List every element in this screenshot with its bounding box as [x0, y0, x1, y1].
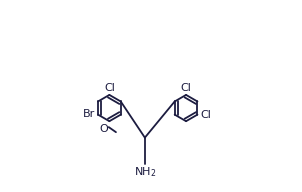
- Text: Br: Br: [83, 108, 95, 118]
- Text: Cl: Cl: [104, 83, 115, 93]
- Text: Cl: Cl: [200, 110, 211, 120]
- Text: Cl: Cl: [181, 83, 191, 93]
- Text: NH$_2$: NH$_2$: [133, 165, 156, 179]
- Text: O: O: [100, 124, 108, 134]
